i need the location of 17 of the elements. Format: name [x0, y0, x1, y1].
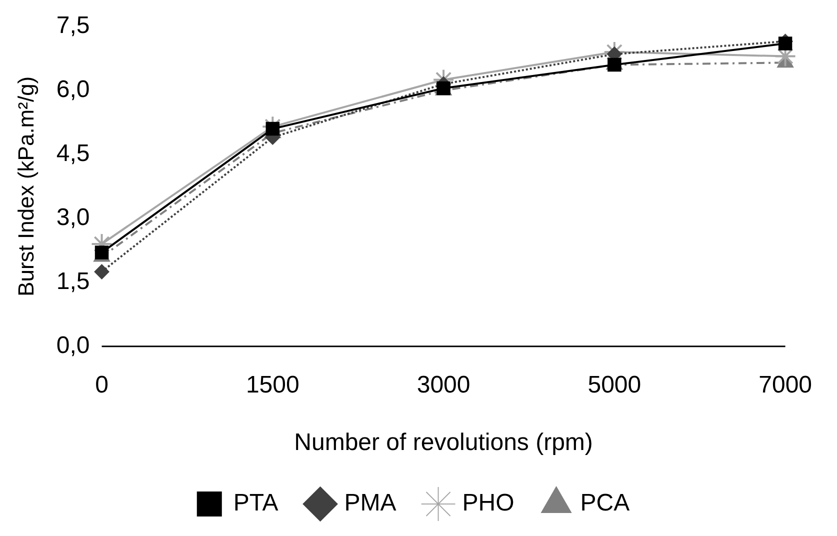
legend-label: PTA [233, 490, 278, 517]
x-tick-label: 5000 [588, 371, 642, 398]
x-axis-title: Number of revolutions (rpm) [294, 429, 593, 456]
legend-label: PMA [344, 490, 396, 517]
y-tick-label: 3,0 [56, 204, 90, 232]
y-tick-label: 0,0 [56, 332, 90, 360]
x-tick-label: 3000 [416, 371, 470, 398]
y-tick-label: 1,5 [56, 268, 90, 296]
y-tick-label: 4,5 [56, 140, 90, 168]
x-tick-label: 1500 [246, 371, 300, 398]
y-axis-title: Burst Index (kPa.m²/g) [13, 76, 38, 296]
x-tick-label: 7000 [758, 371, 812, 398]
x-tick-label: 0 [95, 371, 108, 398]
legend-label: PHO [462, 490, 514, 517]
y-tick-label: 6,0 [56, 76, 90, 104]
legend-label: PCA [580, 490, 630, 517]
y-tick-label: 7,5 [56, 12, 90, 40]
